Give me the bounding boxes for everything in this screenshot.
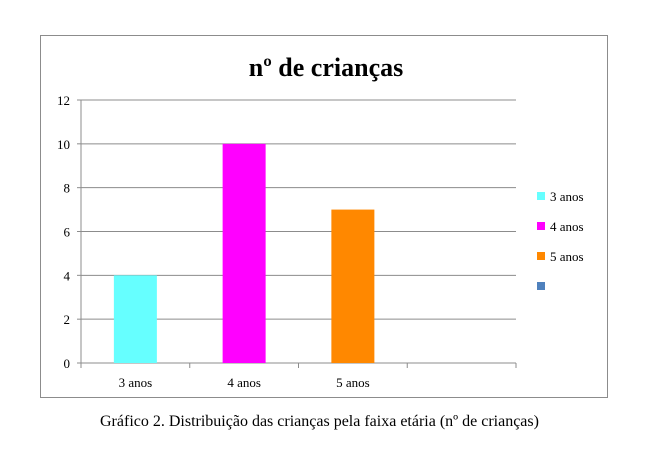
axes: 0 2 4 6 8 10 12 3 anos 4 anos 5 anos [57, 93, 517, 390]
legend-swatch [537, 192, 545, 200]
chart-title: nº de crianças [249, 53, 403, 82]
legend-label: 4 anos [550, 219, 584, 234]
y-tick-label: 10 [57, 137, 70, 152]
y-tick-label: 8 [64, 181, 71, 196]
x-tick-label: 5 anos [336, 375, 370, 390]
legend-swatch [537, 222, 545, 230]
figure-caption: Gráfico 2. Distribuição das crianças pel… [100, 413, 539, 430]
x-tick-label: 3 anos [119, 375, 153, 390]
bar [222, 143, 266, 363]
x-tick-label: 4 anos [227, 375, 261, 390]
y-tick-label: 2 [64, 312, 71, 327]
legend-label: 3 anos [550, 189, 584, 204]
legend: 3 anos 4 anos 5 anos [537, 189, 584, 290]
chart-frame: nº de crianças 0 2 4 6 8 10 12 3 anos 4 anos 5 an… [40, 35, 608, 398]
y-tick-label: 4 [64, 268, 71, 283]
gridlines [81, 99, 516, 320]
bar-chart: nº de crianças 0 2 4 6 8 10 12 3 anos 4 anos 5 an… [57, 53, 584, 390]
bars [113, 143, 375, 363]
y-tick-label: 6 [64, 225, 71, 240]
legend-swatch [537, 282, 545, 290]
bar [331, 209, 375, 363]
legend-label: 5 anos [550, 249, 584, 264]
y-tick-label: 12 [57, 93, 70, 108]
bar [113, 275, 157, 363]
y-tick-label: 0 [64, 356, 71, 371]
legend-swatch [537, 252, 545, 260]
